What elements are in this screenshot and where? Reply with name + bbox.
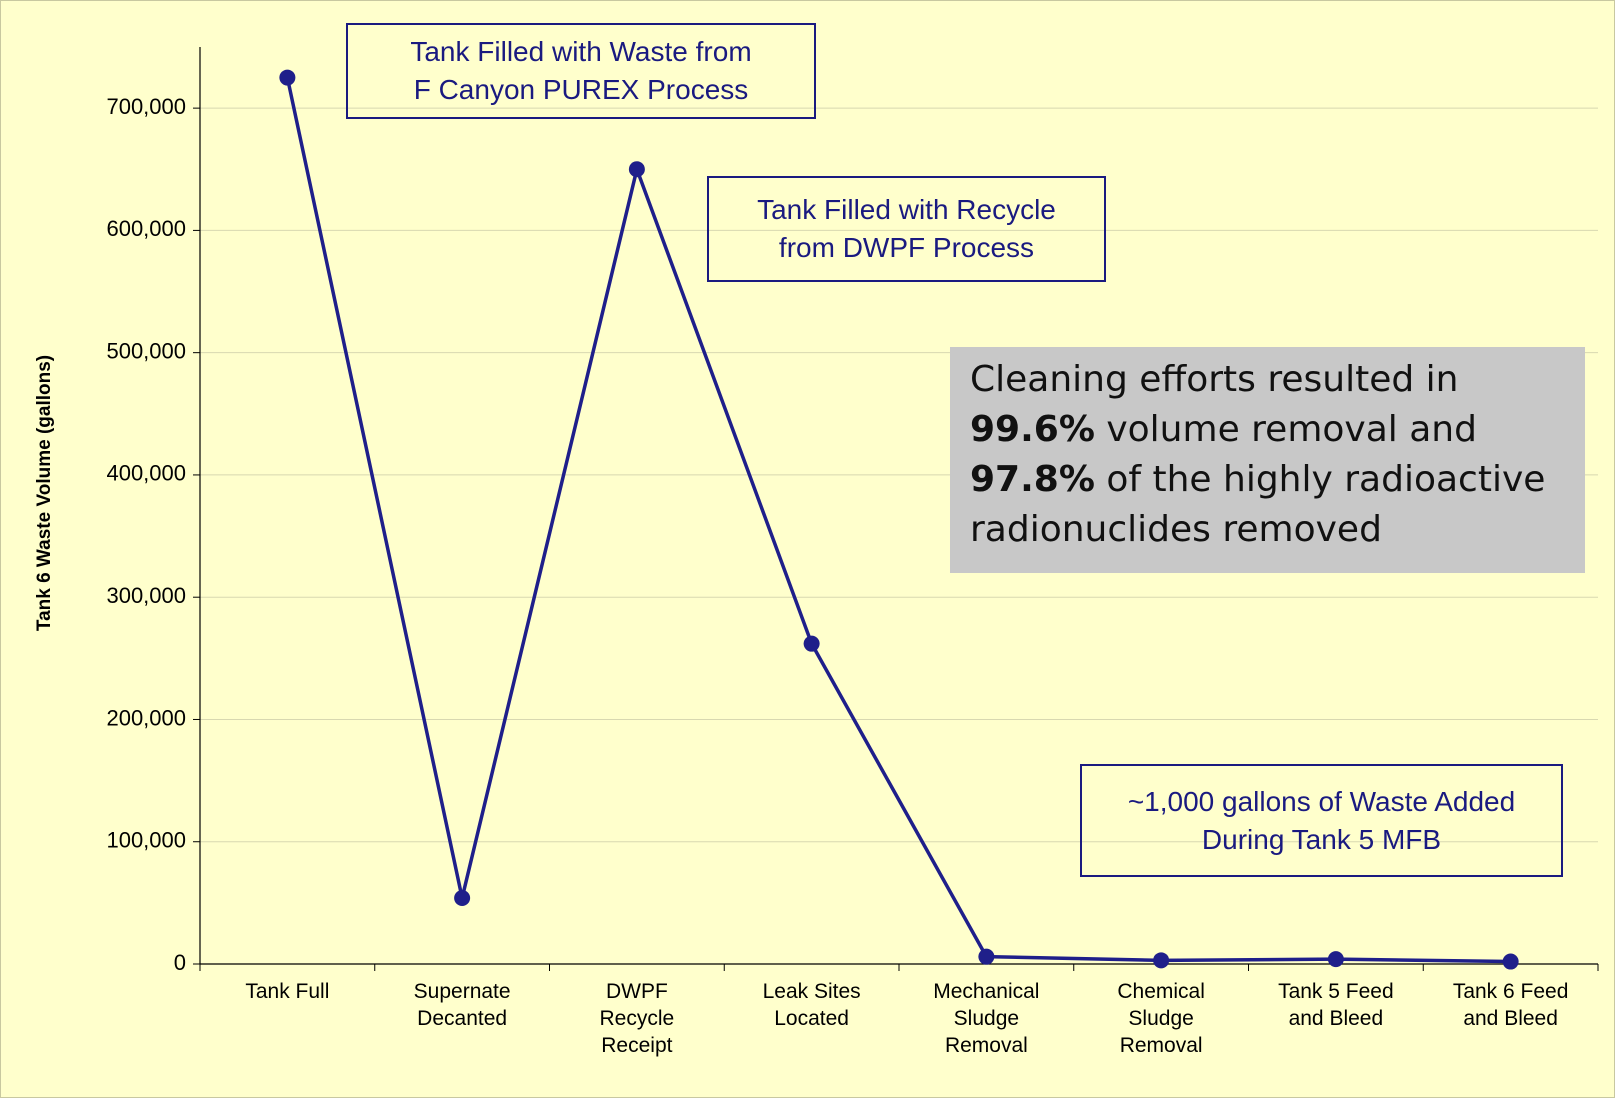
x-tick-label: Supernate Decanted: [413, 980, 511, 1030]
data-point: [1502, 953, 1519, 970]
annotation: ~1,000 gallons of Waste Added During Tan…: [1080, 764, 1563, 877]
data-point: [803, 635, 820, 652]
x-tick-label: Leak Sites Located: [762, 980, 861, 1030]
data-point: [1153, 952, 1170, 969]
y-tick-label: 300,000: [106, 583, 186, 608]
y-tick-label: 500,000: [106, 338, 186, 363]
y-tick-label: 0: [174, 950, 186, 975]
data-point: [978, 948, 995, 965]
data-point: [1327, 951, 1344, 968]
x-tick-label: Tank Full: [245, 980, 330, 1003]
callout: Cleaning efforts resulted in 99.6% volume…: [950, 347, 1585, 573]
data-point: [628, 161, 645, 178]
series-line: [285, 77, 1511, 964]
x-tick-label: DWPF Recycle Receipt: [599, 980, 675, 1057]
annotation: Tank Filled with Recycle from DWPF Proce…: [707, 176, 1106, 282]
data-point: [454, 889, 471, 906]
data-point: [279, 69, 296, 86]
callout-text: 99.6%: [970, 409, 1095, 450]
x-tick-label: Chemical Sludge Removal: [1117, 980, 1205, 1057]
y-tick-label: 200,000: [106, 705, 186, 730]
callout-text: Cleaning efforts resulted in: [970, 359, 1459, 400]
y-tick-label: 600,000: [106, 216, 186, 241]
x-tick-label: Tank 5 Feed and Bleed: [1278, 980, 1394, 1030]
x-tick-label: Tank 6 Feed and Bleed: [1452, 980, 1569, 1030]
y-axis-label: Tank 6 Waste Volume (gallons): [34, 354, 55, 632]
y-tick-label: 100,000: [106, 828, 186, 853]
annotation: Tank Filled with Waste from F Canyon PUR…: [346, 23, 816, 119]
callout-text: 97.8%: [970, 459, 1095, 500]
callout-text: of the highly radioactive: [1094, 459, 1546, 500]
x-tick-label: Mechanical Sludge Removal: [933, 980, 1040, 1057]
callout-text: radionuclides removed: [970, 509, 1382, 550]
y-tick-label: 700,000: [106, 94, 186, 119]
callout-text: volume removal and: [1094, 409, 1477, 450]
y-tick-label: 400,000: [106, 461, 186, 486]
